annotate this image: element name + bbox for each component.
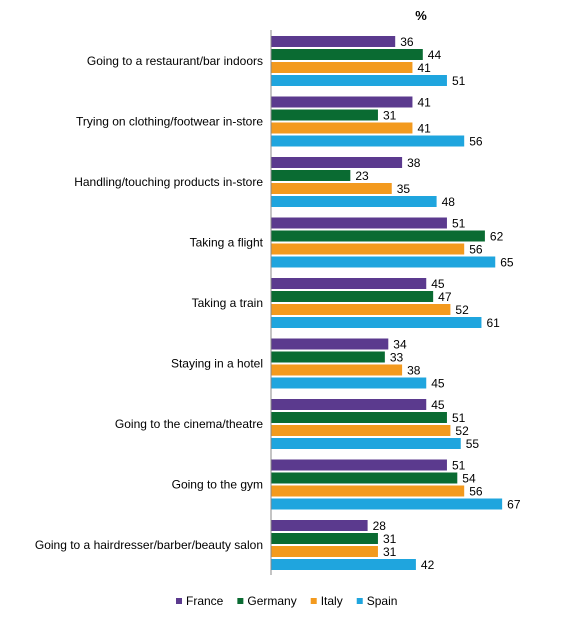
bar-italy-6	[271, 425, 451, 436]
bar-italy-7	[271, 485, 465, 497]
value-label: 41	[417, 61, 431, 75]
value-label: 45	[431, 277, 445, 291]
value-label: 31	[383, 532, 397, 546]
value-label: 34	[393, 338, 407, 352]
bar-spain-7	[271, 498, 503, 510]
value-label: 38	[407, 364, 421, 378]
category-label: Going to the gym	[172, 478, 263, 492]
value-label: 45	[431, 377, 445, 391]
bar-france-7	[271, 459, 447, 471]
bars	[271, 36, 503, 570]
value-label: 42	[421, 558, 435, 572]
bar-germany-4	[271, 291, 434, 302]
legend-label-germany: Germany	[247, 594, 296, 608]
bar-spain-8	[271, 559, 416, 570]
value-label: 61	[486, 316, 500, 330]
category-labels: Going to a restaurant/bar indoors Trying …	[35, 54, 264, 552]
value-label: 48	[442, 195, 456, 209]
legend: France Germany Italy Spain	[176, 594, 397, 608]
bar-france-1	[271, 96, 413, 108]
bar-france-5	[271, 338, 389, 350]
category-label: Going to a restaurant/bar indoors	[87, 54, 263, 68]
bar-spain-3	[271, 256, 496, 268]
bar-germany-8	[271, 533, 378, 544]
value-label: 67	[507, 498, 521, 512]
value-label: 52	[455, 424, 469, 438]
unit-label: %	[415, 8, 427, 23]
bar-france-4	[271, 278, 427, 289]
category-label: Taking a flight	[190, 236, 264, 250]
legend-swatch-france	[176, 598, 182, 604]
bar-spain-5	[271, 377, 427, 389]
bar-italy-8	[271, 546, 378, 557]
value-label: 52	[455, 303, 469, 317]
value-label: 44	[428, 48, 442, 62]
value-label: 55	[466, 437, 480, 451]
bar-spain-1	[271, 135, 465, 147]
value-labels: 3644415141314156382335485162566545475261…	[355, 35, 520, 572]
legend-swatch-italy	[310, 598, 317, 604]
value-label: 51	[452, 411, 466, 425]
value-label: 56	[469, 135, 483, 149]
value-label: 28	[373, 519, 387, 533]
category-label: Going to the cinema/theatre	[115, 417, 263, 431]
legend-label-spain: Spain	[367, 594, 398, 608]
value-label: 51	[452, 459, 466, 473]
value-label: 51	[452, 217, 466, 231]
bar-germany-7	[271, 472, 458, 484]
value-label: 47	[438, 290, 452, 304]
legend-label-italy: Italy	[321, 594, 343, 608]
value-label: 41	[417, 96, 431, 110]
bar-italy-3	[271, 243, 465, 255]
value-label: 65	[500, 256, 514, 270]
bar-spain-6	[271, 438, 461, 449]
legend-swatch-germany	[237, 598, 244, 604]
bar-germany-1	[271, 109, 378, 121]
bar-germany-2	[271, 170, 351, 181]
bar-germany-3	[271, 230, 485, 242]
bar-france-3	[271, 217, 447, 229]
category-label: Going to a hairdresser/barber/beauty sal…	[35, 538, 263, 552]
value-label: 41	[417, 122, 431, 136]
bar-spain-0	[271, 75, 447, 86]
bar-france-6	[271, 399, 427, 410]
category-label: Handling/touching products in-store	[74, 175, 263, 189]
value-label: 36	[400, 35, 414, 49]
bar-italy-5	[271, 364, 403, 376]
value-label: 38	[407, 156, 421, 170]
value-label: 56	[469, 243, 483, 257]
value-label: 51	[452, 74, 466, 88]
category-label: Trying on clothing/footwear in-store	[76, 115, 263, 129]
bar-germany-5	[271, 351, 385, 363]
bar-germany-6	[271, 412, 447, 423]
category-label: Taking a train	[192, 296, 263, 310]
bar-france-2	[271, 157, 403, 168]
value-label: 45	[431, 398, 445, 412]
value-label: 56	[469, 485, 483, 499]
bar-italy-4	[271, 304, 451, 315]
value-label: 33	[390, 351, 404, 365]
bar-italy-0	[271, 62, 413, 73]
bar-france-8	[271, 520, 368, 531]
category-label: Staying in a hotel	[171, 357, 263, 371]
value-label: 31	[383, 109, 397, 123]
value-label: 23	[355, 169, 369, 183]
value-label: 62	[490, 230, 504, 244]
bar-germany-0	[271, 49, 423, 60]
legend-label-france: France	[186, 594, 224, 608]
legend-swatch-spain	[356, 598, 363, 604]
bar-italy-2	[271, 183, 392, 194]
bar-france-0	[271, 36, 396, 47]
bar-italy-1	[271, 122, 413, 134]
bar-spain-4	[271, 317, 482, 328]
value-label: 31	[383, 545, 397, 559]
value-label: 54	[462, 472, 476, 486]
bar-spain-2	[271, 196, 437, 207]
value-label: 35	[397, 182, 411, 196]
